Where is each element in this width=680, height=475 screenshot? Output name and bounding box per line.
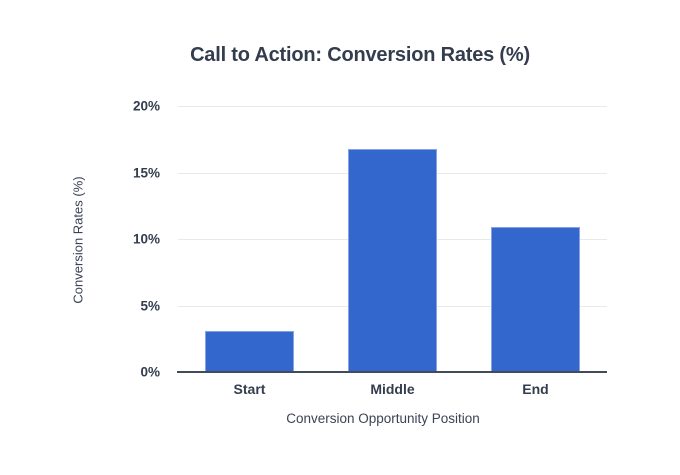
y-tick-label-0: 0% (140, 364, 160, 380)
y-tick-label-20: 20% (132, 98, 160, 114)
y-axis-title: Conversion Rates (%) (70, 176, 86, 304)
y-tick-label-15: 15% (132, 164, 160, 180)
gridline-20 (178, 106, 607, 107)
bar-end[interactable] (491, 227, 580, 372)
x-tick-label-middle: Middle (370, 381, 415, 397)
bar-start[interactable] (205, 330, 294, 372)
x-axis-line (177, 371, 607, 373)
x-tick-label-end: End (522, 381, 549, 397)
chart-title: Call to Action: Conversion Rates (%) (190, 44, 530, 66)
bar-middle[interactable] (348, 148, 437, 372)
x-axis-title: Conversion Opportunity Position (286, 411, 480, 426)
y-tick-label-10: 10% (132, 231, 160, 247)
x-tick-label-start: Start (233, 381, 266, 397)
y-tick-label-5: 5% (140, 297, 160, 313)
plot-area: Start Middle End (177, 106, 607, 396)
